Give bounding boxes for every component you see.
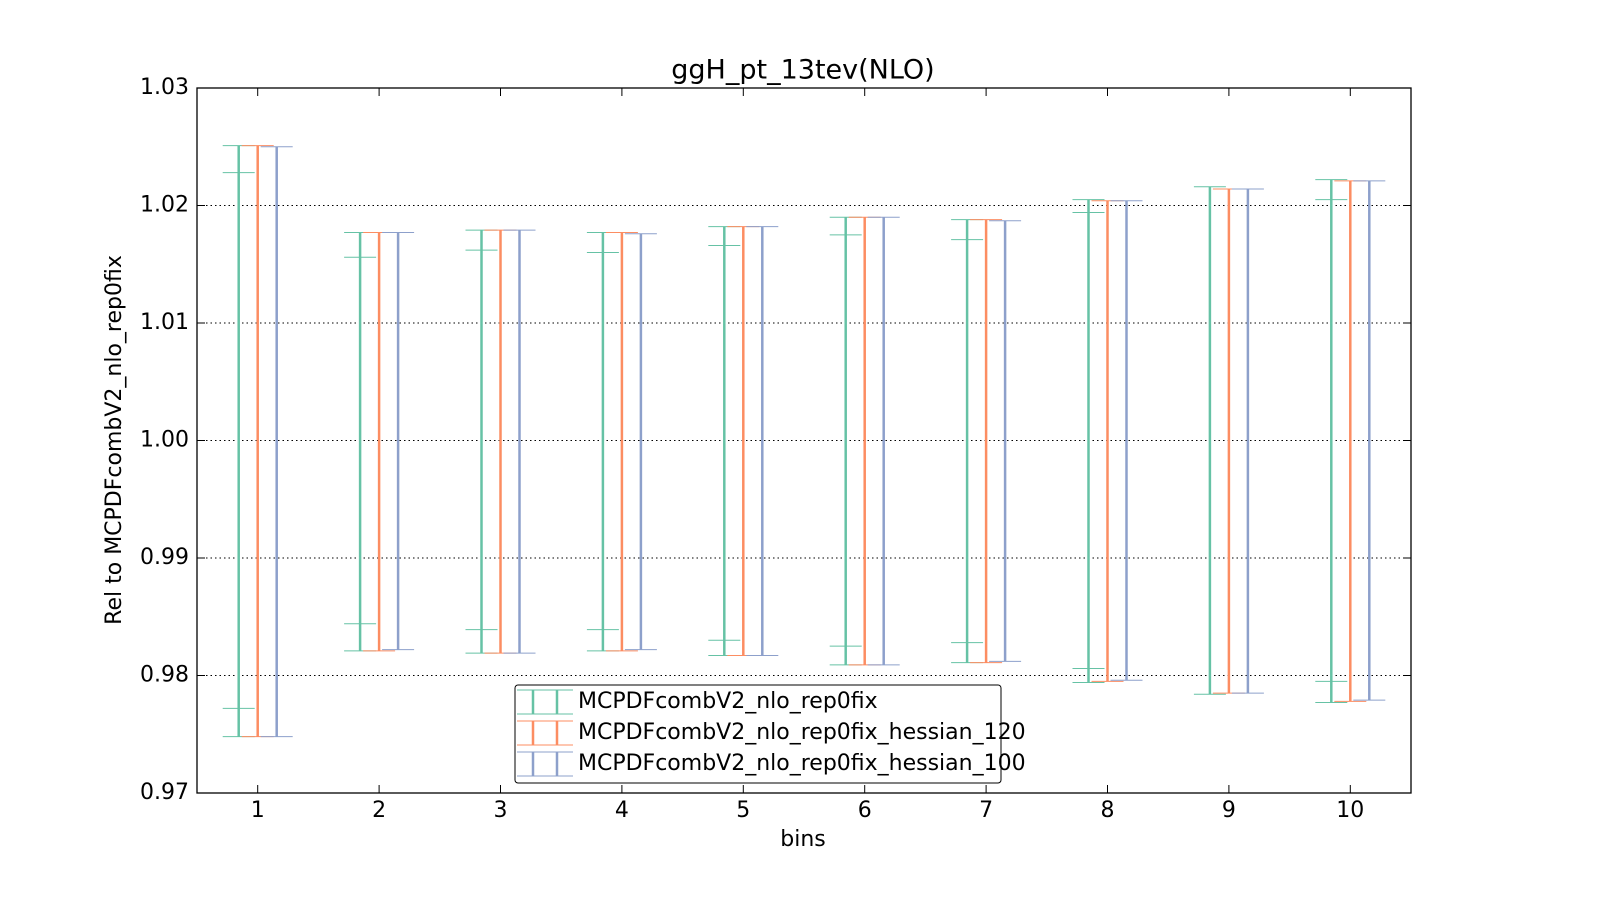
x-tick-label: 6: [858, 798, 872, 823]
y-tick-label: 0.99: [140, 545, 189, 570]
x-tick-label: 10: [1336, 798, 1364, 823]
x-axis-label: bins: [780, 827, 825, 852]
legend-label: MCPDFcombV2_nlo_rep0fix: [578, 689, 878, 714]
y-tick-label: 1.01: [140, 310, 189, 335]
legend-box: [514, 684, 1002, 784]
x-tick-label: 7: [979, 798, 993, 823]
y-axis-label: Rel to MCPDFcombV2_nlo_rep0fix: [102, 255, 127, 625]
legend: MCPDFcombV2_nlo_rep0fix MCPDFcombV2_nlo_r…: [514, 684, 1026, 784]
y-tick-label: 1.00: [140, 428, 189, 453]
x-tick-label: 4: [615, 798, 629, 823]
y-tick-label: 0.98: [140, 663, 189, 688]
y-tick-label: 1.03: [140, 75, 189, 100]
x-tick-label: 9: [1222, 798, 1236, 823]
legend-label: MCPDFcombV2_nlo_rep0fix_hessian_120: [578, 720, 1026, 745]
y-tick-label: 0.97: [140, 780, 189, 805]
x-tick-label: 5: [736, 798, 750, 823]
x-tick-label: 8: [1101, 798, 1115, 823]
chart-title: ggH_pt_13tev(NLO): [671, 55, 934, 86]
legend-label: MCPDFcombV2_nlo_rep0fix_hessian_100: [578, 751, 1026, 776]
x-tick-label: 1: [251, 798, 265, 823]
y-tick-label: 1.02: [140, 193, 189, 218]
x-tick-label: 2: [372, 798, 386, 823]
plot-frame: [196, 87, 1412, 794]
x-tick-label: 3: [494, 798, 508, 823]
